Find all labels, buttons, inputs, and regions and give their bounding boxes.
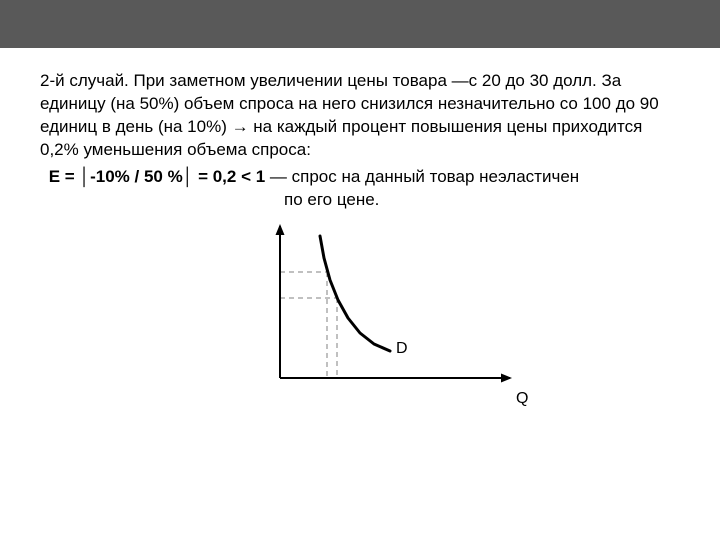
paragraph: 2-й случай. При заметном увеличении цены… bbox=[40, 70, 680, 162]
content: 2-й случай. При заметном увеличении цены… bbox=[0, 48, 720, 472]
formula-abs: │-10% / 50 %│ bbox=[79, 167, 193, 186]
curve-label-d: D bbox=[396, 340, 408, 358]
chart-svg bbox=[250, 218, 550, 428]
demand-chart: D Q bbox=[40, 212, 720, 472]
header-bar bbox=[0, 0, 720, 48]
formula-tail1: — спрос на данный товар неэластичен bbox=[270, 167, 579, 186]
formula-line: Е = │-10% / 50 %│ = 0,2 < 1 — спрос на д… bbox=[40, 166, 680, 189]
formula-tail2: по его цене. bbox=[284, 189, 680, 212]
formula-val: = 0,2 < 1 bbox=[198, 167, 265, 186]
axis-label-q: Q bbox=[516, 390, 528, 408]
formula-e: Е = bbox=[49, 167, 75, 186]
